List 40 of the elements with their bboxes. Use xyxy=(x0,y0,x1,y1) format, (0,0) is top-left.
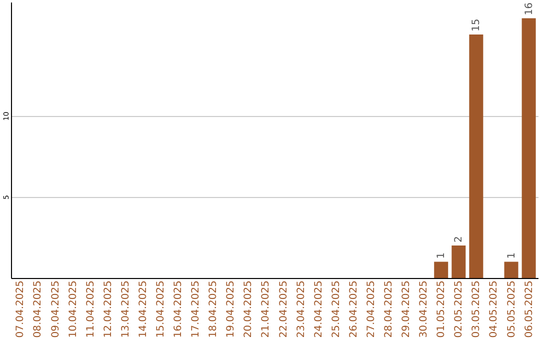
x-tick-label: 20.04.2025 xyxy=(243,280,254,338)
x-tick-label: 30.04.2025 xyxy=(418,280,430,338)
x-tick-label: 26.04.2025 xyxy=(348,280,360,338)
x-tick-label: 04.05.2025 xyxy=(488,280,500,338)
x-tick-label: 17.04.2025 xyxy=(190,280,202,338)
x-tick-label: 19.04.2025 xyxy=(226,280,237,338)
x-tick-label: 12.04.2025 xyxy=(102,280,114,338)
bar xyxy=(452,246,466,278)
data-label: 15 xyxy=(471,18,482,32)
x-tick-label: 06.05.2025 xyxy=(524,280,535,338)
x-tick-label: 11.04.2025 xyxy=(85,280,96,338)
x-tick-label: 27.04.2025 xyxy=(366,280,377,338)
x-tick-label: 28.04.2025 xyxy=(383,280,394,338)
x-tick-label: 13.04.2025 xyxy=(120,280,132,338)
x-tick-label: 18.04.2025 xyxy=(208,280,220,338)
x-tick-label: 02.05.2025 xyxy=(454,280,465,338)
x-tick-label: 09.04.2025 xyxy=(50,280,62,338)
x-tick-label: 22.04.2025 xyxy=(278,280,290,338)
bar xyxy=(522,18,536,278)
data-label: 1 xyxy=(506,252,518,259)
x-tick-label: 14.04.2025 xyxy=(138,280,149,338)
bar xyxy=(469,34,484,278)
data-label: 1 xyxy=(436,252,448,259)
data-label: 16 xyxy=(524,2,535,16)
bar xyxy=(504,262,518,278)
x-tick-label: 15.04.2025 xyxy=(156,280,167,338)
x-tick-label: 29.04.2025 xyxy=(401,280,412,338)
x-tick-label: 21.04.2025 xyxy=(260,280,272,338)
x-tick-label: 16.04.2025 xyxy=(173,280,184,338)
x-tick-label: 23.04.2025 xyxy=(296,280,307,338)
bar xyxy=(434,262,448,278)
data-label: 2 xyxy=(454,236,465,243)
x-tick-label: 25.04.2025 xyxy=(330,280,342,338)
x-tick-label: 24.04.2025 xyxy=(313,280,324,338)
x-tick-label: 01.05.2025 xyxy=(436,280,448,338)
x-tick-label: 10.04.2025 xyxy=(68,280,79,338)
x-tick-label: 07.04.2025 xyxy=(15,280,26,338)
x-tick-label: 03.05.2025 xyxy=(471,280,482,338)
x-tick-label: 05.05.2025 xyxy=(506,280,518,338)
x-tick-label: 08.04.2025 xyxy=(32,280,44,338)
